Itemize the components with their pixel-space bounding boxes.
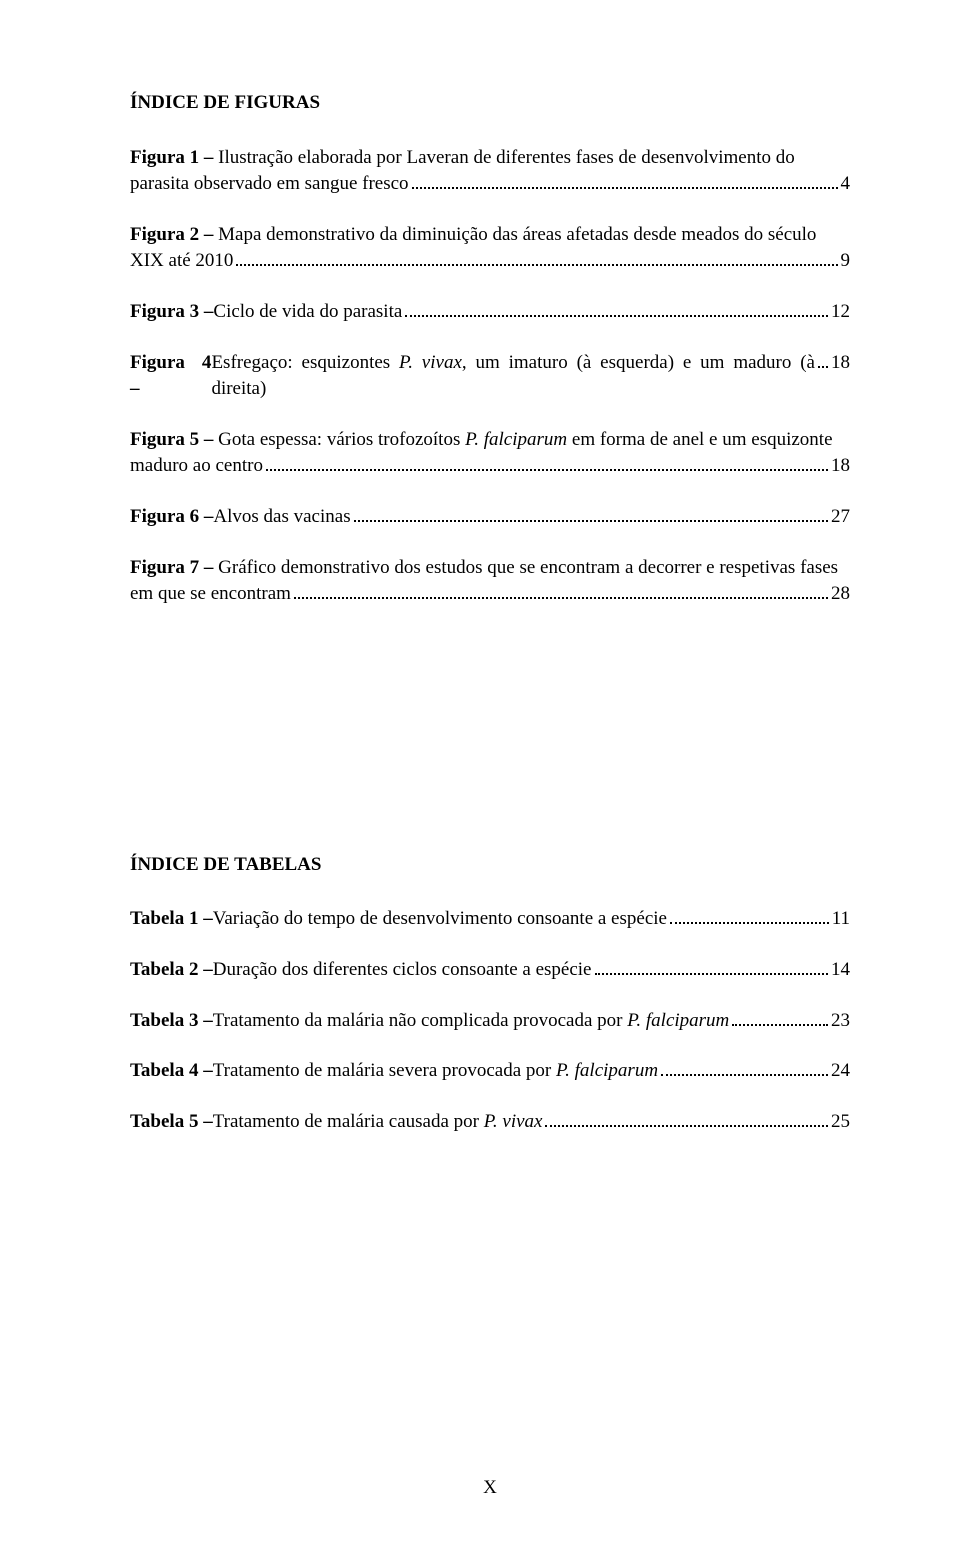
figure-entry-text: Ilustração elaborada por Laveran de dife… [213, 147, 794, 168]
table-entry: Tabela 3 – Tratamento da malária não com… [130, 1008, 850, 1035]
table-entry-label: Tabela 5 – [130, 1109, 213, 1136]
table-entry-label: Tabela 4 – [130, 1058, 213, 1085]
figure-entry: Figura 2 – Mapa demonstrativo da diminui… [130, 222, 850, 275]
figure-entry-page: 28 [831, 581, 850, 608]
figure-entry-line: Figura 1 – Ilustração elaborada por Lave… [130, 145, 850, 172]
figure-entry-label: Figura 4 – [130, 350, 211, 403]
figure-entry-line: Figura 2 – Mapa demonstrativo da diminui… [130, 222, 850, 249]
table-entry-text: Tratamento da malária não complicada pro… [213, 1008, 730, 1035]
table-entry-page: 24 [831, 1058, 850, 1085]
leader-dots [405, 300, 828, 317]
figure-entry-label: Figura 5 – [130, 429, 213, 450]
page-number: X [130, 1475, 850, 1502]
figure-entry: Figura 3 – Ciclo de vida do parasita 12 [130, 299, 850, 326]
figures-list: Figura 1 – Ilustração elaborada por Lave… [130, 145, 850, 608]
figure-entry-line: Figura 3 – Ciclo de vida do parasita 12 [130, 299, 850, 326]
figure-entry-page: 18 [831, 453, 850, 480]
table-entry-text: Duração dos diferentes ciclos consoante … [213, 957, 592, 984]
figure-entry-lastline: parasita observado em sangue fresco 4 [130, 171, 850, 198]
leader-dots [266, 454, 828, 471]
tables-heading: ÍNDICE DE TABELAS [130, 852, 850, 879]
figure-entry-lastline: XIX até 2010 9 [130, 248, 850, 275]
figure-entry-page: 27 [831, 504, 850, 531]
figure-entry-text: maduro ao centro [130, 453, 263, 480]
table-entry-text: Tratamento de malária causada por P. viv… [213, 1109, 543, 1136]
figure-entry-text: em que se encontram [130, 581, 291, 608]
figure-entry-text: Esfregaço: esquizontes P. vivax, um imat… [211, 350, 815, 403]
table-entry-text: Variação do tempo de desenvolvimento con… [213, 906, 667, 933]
figure-entry-page: 12 [831, 299, 850, 326]
leader-dots [412, 172, 838, 189]
figure-entry-page: 18 [831, 350, 850, 377]
figure-entry-lastline: em que se encontram 28 [130, 581, 850, 608]
table-entry-line: Tabela 2 – Duração dos diferentes ciclos… [130, 957, 850, 984]
table-entry-page: 25 [831, 1109, 850, 1136]
figure-entry-text: parasita observado em sangue fresco [130, 171, 409, 198]
leader-dots [236, 249, 837, 266]
figure-entry-label: Figura 6 – [130, 504, 213, 531]
figure-entry-label: Figura 7 – [130, 557, 213, 578]
leader-dots [545, 1110, 828, 1127]
table-entry-text: Tratamento de malária severa provocada p… [213, 1058, 658, 1085]
table-entry: Tabela 4 – Tratamento de malária severa … [130, 1058, 850, 1085]
figure-entry-line: Figura 6 – Alvos das vacinas 27 [130, 504, 850, 531]
figure-entry-label: Figura 3 – [130, 299, 213, 326]
figure-entry-text: Gráfico demonstrativo dos estudos que se… [213, 557, 838, 578]
figures-heading: ÍNDICE DE FIGURAS [130, 90, 850, 117]
tables-list: Tabela 1 – Variação do tempo de desenvol… [130, 906, 850, 1135]
table-entry-line: Tabela 1 – Variação do tempo de desenvol… [130, 906, 850, 933]
figure-entry-text: Ciclo de vida do parasita [213, 299, 402, 326]
figure-entry-line: Figura 5 – Gota espessa: vários trofozoí… [130, 427, 850, 454]
figure-entry-text: Mapa demonstrativo da diminuição das áre… [213, 224, 816, 245]
figure-entry-lastline: maduro ao centro 18 [130, 453, 850, 480]
table-entry-label: Tabela 2 – [130, 957, 213, 984]
table-entry-page: 14 [831, 957, 850, 984]
table-entry: Tabela 5 – Tratamento de malária causada… [130, 1109, 850, 1136]
leader-dots [732, 1008, 828, 1025]
table-entry-label: Tabela 3 – [130, 1008, 213, 1035]
figure-entry-label: Figura 1 – [130, 147, 213, 168]
figures-index: ÍNDICE DE FIGURAS Figura 1 – Ilustração … [130, 90, 850, 608]
figure-entry-text: Gota espessa: vários trofozoítos P. falc… [213, 429, 832, 450]
tables-index: ÍNDICE DE TABELAS Tabela 1 – Variação do… [130, 852, 850, 1136]
leader-dots [354, 505, 828, 522]
figure-entry: Figura 6 – Alvos das vacinas 27 [130, 504, 850, 531]
figure-entry-text: XIX até 2010 [130, 248, 233, 275]
table-entry-label: Tabela 1 – [130, 906, 213, 933]
figure-entry-line: Figura 4 – Esfregaço: esquizontes P. viv… [130, 350, 850, 403]
leader-dots [670, 907, 829, 924]
table-entry-line: Tabela 4 – Tratamento de malária severa … [130, 1058, 850, 1085]
section-gap [130, 632, 850, 852]
figure-entry: Figura 5 – Gota espessa: vários trofozoí… [130, 427, 850, 480]
leader-dots [294, 582, 828, 599]
figure-entry: Figura 7 – Gráfico demonstrativo dos est… [130, 555, 850, 608]
figure-entry-page: 4 [841, 171, 851, 198]
table-entry-page: 11 [832, 906, 850, 933]
table-entry: Tabela 1 – Variação do tempo de desenvol… [130, 906, 850, 933]
table-entry-page: 23 [831, 1008, 850, 1035]
figure-entry-line: Figura 7 – Gráfico demonstrativo dos est… [130, 555, 850, 582]
leader-dots [818, 350, 828, 367]
figure-entry-page: 9 [841, 248, 851, 275]
figure-entry: Figura 4 – Esfregaço: esquizontes P. viv… [130, 350, 850, 403]
table-entry-line: Tabela 3 – Tratamento da malária não com… [130, 1008, 850, 1035]
leader-dots [595, 958, 829, 975]
table-entry-line: Tabela 5 – Tratamento de malária causada… [130, 1109, 850, 1136]
figure-entry-text: Alvos das vacinas [213, 504, 350, 531]
table-entry: Tabela 2 – Duração dos diferentes ciclos… [130, 957, 850, 984]
leader-dots [661, 1059, 828, 1076]
figure-entry: Figura 1 – Ilustração elaborada por Lave… [130, 145, 850, 198]
figure-entry-label: Figura 2 – [130, 224, 213, 245]
